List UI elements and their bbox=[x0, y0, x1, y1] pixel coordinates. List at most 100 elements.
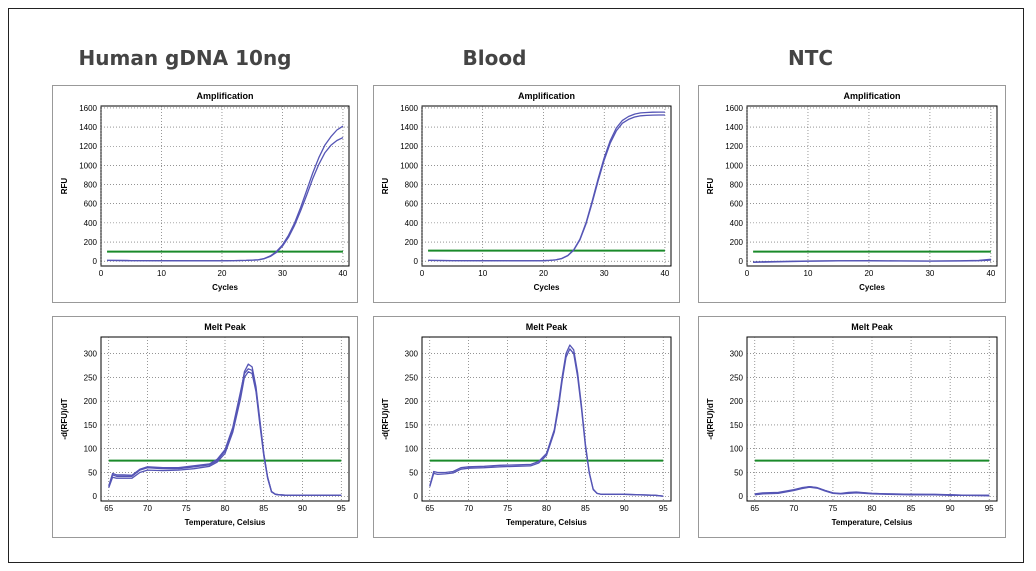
y-tick-label: 100 bbox=[84, 445, 98, 454]
x-tick-label: 0 bbox=[99, 269, 104, 278]
chart-title: Melt Peak bbox=[526, 322, 569, 332]
y-tick-label: 150 bbox=[405, 421, 419, 430]
y-tick-label: 0 bbox=[414, 492, 419, 501]
y-tick-label: 400 bbox=[405, 219, 419, 228]
x-tick-label: 85 bbox=[907, 504, 916, 513]
x-tick-label: 70 bbox=[789, 504, 798, 513]
x-tick-label: 90 bbox=[620, 504, 629, 513]
melt-peak-panel-ntc: Melt Peak 65 70 75 80 85 90 95 0 50 100 150 200 250 30… bbox=[698, 316, 1006, 538]
y-tick-label: 300 bbox=[730, 350, 744, 359]
y-tick-label: 200 bbox=[730, 238, 744, 247]
y-tick-label: 100 bbox=[730, 445, 744, 454]
plot-area bbox=[746, 105, 998, 267]
y-tick-label: 1600 bbox=[79, 104, 97, 113]
y-tick-label: 600 bbox=[405, 200, 419, 209]
y-tick-label: 300 bbox=[405, 350, 419, 359]
series-line bbox=[754, 486, 990, 496]
x-tick-label: 70 bbox=[143, 504, 152, 513]
y-axis-label: RFU bbox=[381, 178, 390, 195]
x-tick-label: 80 bbox=[868, 504, 877, 513]
y-tick-label: 100 bbox=[405, 445, 419, 454]
y-tick-label: 1600 bbox=[400, 104, 418, 113]
x-axis-label: Temperature, Celsius bbox=[832, 518, 913, 527]
x-axis-label: Cycles bbox=[534, 283, 560, 292]
y-axis-label: -d(RFU)/dT bbox=[706, 398, 715, 439]
y-tick-label: 1400 bbox=[725, 123, 743, 132]
x-tick-label: 90 bbox=[946, 504, 955, 513]
chart-svg: Melt Peak 65 70 75 80 85 90 95 0 50 100 150 200 250 30… bbox=[706, 322, 998, 527]
x-tick-label: 95 bbox=[337, 504, 346, 513]
y-tick-label: 1000 bbox=[79, 161, 97, 170]
y-tick-label: 0 bbox=[414, 257, 419, 266]
series-line bbox=[429, 348, 664, 497]
y-tick-label: 600 bbox=[730, 200, 744, 209]
x-tick-label: 20 bbox=[218, 269, 227, 278]
x-axis-label: Cycles bbox=[212, 283, 238, 292]
y-tick-label: 1200 bbox=[79, 142, 97, 151]
chart-title: Melt Peak bbox=[851, 322, 894, 332]
x-tick-label: 10 bbox=[478, 269, 487, 278]
y-tick-label: 1200 bbox=[725, 142, 743, 151]
y-tick-label: 400 bbox=[730, 219, 744, 228]
x-tick-label: 70 bbox=[464, 504, 473, 513]
x-axis-label: Temperature, Celsius bbox=[506, 518, 587, 527]
x-tick-label: 0 bbox=[420, 269, 425, 278]
y-tick-label: 200 bbox=[84, 238, 98, 247]
y-tick-label: 250 bbox=[405, 373, 419, 382]
series-line bbox=[428, 114, 665, 262]
column-title-blood: Blood bbox=[462, 46, 527, 70]
x-axis-label: Temperature, Celsius bbox=[185, 518, 266, 527]
amplification-panel-blood: Amplification 0 10 20 30 40 0 200 400 600 800 1000 1… bbox=[373, 85, 680, 303]
x-tick-label: 85 bbox=[581, 504, 590, 513]
x-tick-label: 75 bbox=[503, 504, 512, 513]
y-tick-label: 50 bbox=[734, 468, 743, 477]
chart-title: Melt Peak bbox=[204, 322, 247, 332]
y-tick-label: 1000 bbox=[725, 161, 743, 170]
x-tick-label: 90 bbox=[298, 504, 307, 513]
x-tick-label: 30 bbox=[278, 269, 287, 278]
y-tick-label: 200 bbox=[405, 238, 419, 247]
y-tick-label: 150 bbox=[84, 421, 98, 430]
series-line bbox=[753, 259, 991, 264]
y-tick-label: 250 bbox=[730, 373, 744, 382]
y-tick-label: 1400 bbox=[79, 123, 97, 132]
x-tick-label: 95 bbox=[985, 504, 994, 513]
y-tick-label: 1000 bbox=[400, 161, 418, 170]
x-axis-label: Cycles bbox=[859, 283, 885, 292]
x-tick-label: 85 bbox=[259, 504, 268, 513]
chart-title: Amplification bbox=[196, 91, 253, 101]
chart-title: Amplification bbox=[518, 91, 575, 101]
y-tick-label: 150 bbox=[730, 421, 744, 430]
melt-peak-panel-blood: Melt Peak 65 70 75 80 85 90 95 0 50 100 150 200 250 30… bbox=[373, 316, 680, 538]
x-tick-label: 80 bbox=[542, 504, 551, 513]
y-tick-label: 300 bbox=[84, 350, 98, 359]
y-tick-label: 250 bbox=[84, 373, 98, 382]
chart-title: Amplification bbox=[843, 91, 900, 101]
x-tick-label: 10 bbox=[804, 269, 813, 278]
x-tick-label: 65 bbox=[750, 504, 759, 513]
y-tick-label: 600 bbox=[84, 200, 98, 209]
x-tick-label: 75 bbox=[828, 504, 837, 513]
x-tick-label: 20 bbox=[539, 269, 548, 278]
x-tick-label: 30 bbox=[925, 269, 934, 278]
y-tick-label: 0 bbox=[93, 257, 98, 266]
y-tick-label: 1400 bbox=[400, 123, 418, 132]
y-axis-label: -d(RFU)/dT bbox=[381, 398, 390, 439]
amplification-panel-human-gdna: Amplification 0 10 20 30 40 0 200 400 600 800 1000 1… bbox=[52, 85, 358, 303]
y-axis-label: RFU bbox=[60, 178, 69, 195]
y-tick-label: 400 bbox=[84, 219, 98, 228]
x-tick-label: 95 bbox=[659, 504, 668, 513]
y-tick-label: 200 bbox=[84, 397, 98, 406]
y-tick-label: 50 bbox=[409, 468, 418, 477]
melt-peak-panel-human-gdna: Melt Peak 65 70 75 80 85 90 95 0 50 100 150 200 250 30… bbox=[52, 316, 358, 538]
y-tick-label: 50 bbox=[88, 468, 97, 477]
y-tick-label: 800 bbox=[84, 181, 98, 190]
x-tick-label: 0 bbox=[745, 269, 750, 278]
y-tick-label: 1600 bbox=[725, 104, 743, 113]
amplification-panel-ntc: Amplification 0 10 20 30 40 0 200 400 600 800 1000 1… bbox=[698, 85, 1006, 303]
x-tick-label: 40 bbox=[338, 269, 347, 278]
x-tick-label: 30 bbox=[600, 269, 609, 278]
